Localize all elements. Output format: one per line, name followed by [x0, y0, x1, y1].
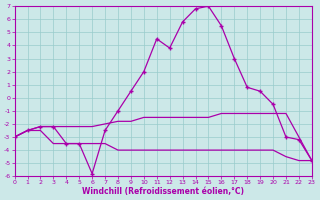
X-axis label: Windchill (Refroidissement éolien,°C): Windchill (Refroidissement éolien,°C) — [82, 187, 244, 196]
